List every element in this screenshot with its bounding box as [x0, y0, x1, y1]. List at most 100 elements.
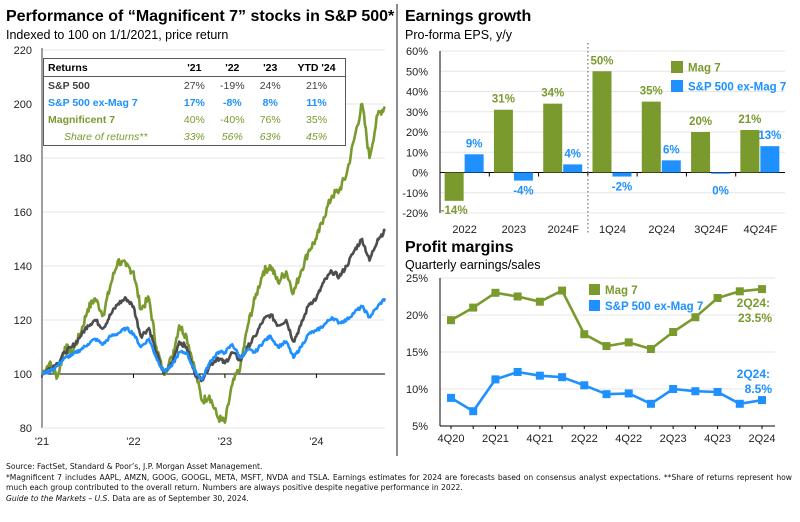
cell: 76% [259, 113, 281, 126]
bar-mag7 [493, 109, 513, 173]
x-tick-label: 2Q22 [571, 433, 598, 445]
data-label: -4% [513, 186, 533, 198]
y-tick-label: 0% [412, 168, 428, 180]
data-point-mag7 [691, 313, 700, 322]
guide-title: Guide to the Markets – U.S. [6, 493, 110, 503]
data-label: -14% [441, 205, 468, 217]
data-point-ex-mag7 [535, 371, 544, 380]
bar-mag7 [592, 71, 612, 173]
x-tick-label: 4Q21 [526, 433, 553, 445]
data-point-ex-mag7 [491, 375, 500, 384]
y-tick-label: 30% [406, 107, 428, 119]
data-point-ex-mag7 [602, 390, 611, 399]
header-returns: Returns [43, 58, 177, 77]
data-point-mag7 [735, 287, 744, 296]
data-label: 50% [590, 55, 613, 67]
bar-ex-mag7 [563, 164, 583, 173]
y-tick-label: 20% [406, 310, 428, 322]
data-label: 34% [541, 88, 564, 100]
x-tick-label: 2Q24 [648, 224, 675, 235]
x-tick-label: '21 [35, 436, 49, 448]
bar-mag7 [444, 172, 464, 201]
header-2023: '23 [252, 58, 289, 77]
data-point-ex-mag7 [513, 367, 522, 376]
data-point-mag7 [624, 338, 633, 347]
y-tick-label: 160 [14, 207, 32, 219]
end-label: 23.5% [738, 311, 772, 325]
bar-ex-mag7 [464, 154, 484, 173]
data-point-mag7 [447, 316, 455, 325]
bar-mag7 [691, 132, 711, 173]
cell: 8% [262, 96, 278, 109]
bar-ex-mag7 [612, 172, 632, 177]
table-row-ex-mag7: S&P 500 ex-Mag 7 17% -8% 8% 11% [44, 94, 346, 111]
earnings-bar-chart: -20% -10% 0% 10% 20% 30% 40% 50% 60% 2022 -14% 9% 20… [402, 43, 786, 235]
data-point-ex-mag7 [447, 393, 455, 402]
data-point-mag7 [646, 345, 655, 354]
x-tick-label: '22 [126, 436, 140, 448]
header-2021: '21 [176, 58, 213, 77]
cell: -8% [222, 96, 242, 109]
x-tick-label: 2Q23 [660, 433, 687, 445]
legend-label: S&P 500 ex-Mag 7 [605, 301, 703, 313]
legend-swatch [589, 300, 600, 311]
margins-chart-subtitle: Quarterly earnings/sales [405, 258, 541, 272]
data-point-ex-mag7 [713, 387, 722, 396]
data-point-mag7 [513, 292, 522, 301]
y-tick-label: -10% [402, 188, 428, 200]
earnings-chart-subtitle: Pro-forma EPS, y/y [405, 28, 512, 42]
data-label: 4% [564, 148, 581, 160]
data-label: -2% [612, 182, 632, 194]
returns-table: Returns '21 '22 '23 YTD '24 S&P 500 27% … [43, 58, 346, 146]
bar-ex-mag7 [711, 172, 731, 174]
x-tick-label: 4Q22 [615, 433, 642, 445]
bar-ex-mag7 [513, 172, 533, 181]
x-tick-label: 2023 [502, 224, 526, 235]
guide-note: Guide to the Markets – U.S. Data are as … [6, 494, 792, 505]
x-tick-label: 2022 [452, 224, 476, 235]
table-row-sp500: S&P 500 27% -19% 24% 21% [44, 77, 346, 95]
legend-swatch [671, 61, 683, 73]
x-tick-label: 3Q24F [694, 224, 728, 235]
header-2022: '22 [212, 58, 253, 77]
returns-table-header: Returns '21 '22 '23 YTD '24 [43, 58, 346, 77]
data-label: 35% [640, 86, 663, 98]
y-tick-label: 60% [406, 46, 428, 58]
data-label: 13% [758, 130, 781, 142]
margins-chart-title: Profit margins [405, 239, 514, 256]
data-point-ex-mag7 [580, 381, 589, 390]
data-point-mag7 [535, 297, 544, 306]
legend-label: Mag 7 [605, 285, 638, 297]
x-tick-label: 2Q24 [749, 433, 776, 445]
data-point-ex-mag7 [558, 373, 567, 382]
y-tick-label: 10% [406, 147, 428, 159]
x-tick-label: 2024F [548, 224, 579, 235]
data-point-ex-mag7 [624, 389, 633, 398]
y-tick-label: 120 [14, 315, 32, 327]
data-point-ex-mag7 [469, 407, 478, 416]
x-tick-label: '23 [218, 436, 232, 448]
data-label: 21% [738, 114, 761, 126]
y-tick-label: 100 [14, 369, 32, 381]
end-label: 2Q24: [737, 367, 770, 381]
data-point-ex-mag7 [691, 387, 700, 396]
data-point-ex-mag7 [669, 385, 678, 393]
bar-ex-mag7 [760, 146, 780, 173]
x-tick-label: 4Q20 [438, 433, 465, 445]
cell: 21% [306, 79, 328, 92]
row-label: Share of returns** [64, 130, 148, 143]
bar-mag7 [641, 101, 661, 173]
y-tick-label: 220 [14, 45, 32, 57]
row-label: Magnificent 7 [48, 113, 116, 126]
y-tick-label: 5% [412, 421, 428, 433]
guide-date: Data are as of September 30, 2024. [109, 493, 249, 503]
x-tick-label: 4Q24F [744, 224, 778, 235]
y-tick-label: 15% [406, 347, 428, 359]
legend-label: S&P 500 ex-Mag 7 [688, 82, 786, 94]
cell: 63% [259, 130, 281, 143]
x-tick-label: 1Q24 [599, 224, 626, 235]
legend-label: Mag 7 [688, 63, 721, 75]
cell: -19% [220, 79, 245, 92]
footnotes: Source: FactSet, Standard & Poor’s, J.P.… [6, 462, 792, 504]
